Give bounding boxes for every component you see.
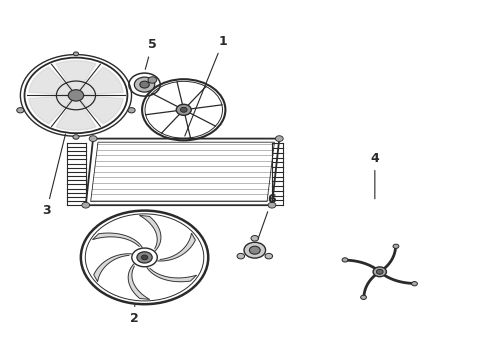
Polygon shape	[56, 60, 96, 90]
Circle shape	[265, 253, 272, 259]
Circle shape	[134, 77, 155, 92]
Circle shape	[73, 135, 79, 139]
Circle shape	[249, 246, 260, 254]
Polygon shape	[29, 96, 72, 124]
Text: 4: 4	[370, 152, 379, 199]
Polygon shape	[56, 100, 96, 130]
Text: 5: 5	[145, 39, 156, 69]
Circle shape	[74, 52, 78, 56]
Circle shape	[412, 282, 417, 286]
Text: 3: 3	[42, 134, 66, 217]
Polygon shape	[140, 215, 161, 251]
Text: 6: 6	[258, 193, 276, 239]
Circle shape	[393, 244, 399, 248]
Circle shape	[141, 255, 148, 260]
Circle shape	[140, 81, 149, 88]
Circle shape	[268, 202, 276, 208]
Circle shape	[82, 202, 90, 208]
Circle shape	[244, 242, 266, 258]
Text: 2: 2	[130, 305, 139, 325]
Polygon shape	[93, 233, 142, 247]
Polygon shape	[94, 254, 131, 282]
Circle shape	[68, 90, 84, 101]
Polygon shape	[80, 67, 123, 95]
Polygon shape	[80, 96, 123, 124]
Polygon shape	[158, 233, 196, 261]
Circle shape	[128, 108, 135, 113]
Circle shape	[148, 77, 157, 83]
Circle shape	[137, 252, 152, 263]
Polygon shape	[29, 67, 72, 95]
Polygon shape	[128, 264, 149, 300]
Circle shape	[376, 269, 383, 274]
Circle shape	[89, 136, 97, 141]
Circle shape	[275, 136, 283, 141]
Circle shape	[237, 253, 245, 259]
Circle shape	[342, 258, 348, 262]
Circle shape	[180, 107, 187, 112]
Polygon shape	[147, 267, 196, 282]
Circle shape	[176, 104, 191, 115]
Circle shape	[361, 295, 367, 300]
Circle shape	[17, 108, 24, 113]
Circle shape	[373, 267, 387, 277]
Circle shape	[251, 235, 259, 241]
Text: 1: 1	[185, 35, 227, 136]
